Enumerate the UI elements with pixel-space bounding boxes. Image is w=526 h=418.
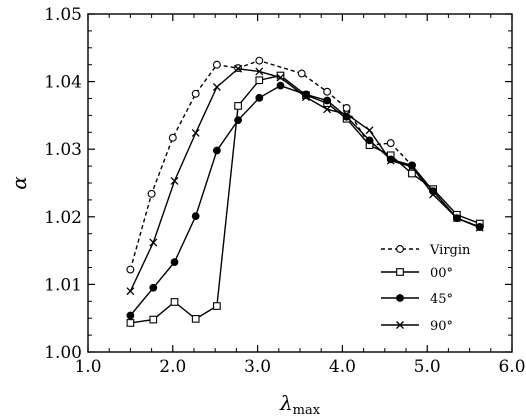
x-axis-label: λmax <box>279 391 321 418</box>
legend-label: 00° <box>430 266 453 281</box>
data-point <box>191 89 200 98</box>
data-point <box>323 96 332 105</box>
data-point <box>323 87 332 96</box>
y-tick-label: 1.02 <box>44 208 82 228</box>
data-point <box>255 56 264 65</box>
series-line <box>129 59 481 270</box>
x-tick-label: 6.0 <box>498 357 525 377</box>
data-point <box>255 76 264 85</box>
data-point <box>386 139 395 148</box>
x-tick-label: 1.0 <box>74 357 101 377</box>
data-point <box>323 105 332 114</box>
series-line <box>129 68 481 292</box>
data-point <box>475 223 484 232</box>
data-point <box>342 104 351 112</box>
x-axis-label-sub: max <box>293 403 321 418</box>
data-point <box>365 136 374 145</box>
legend: Virgin 00° 45° 90° <box>381 243 471 334</box>
x-tick-label: 4.0 <box>329 357 356 377</box>
y-tick-label: 1.05 <box>44 5 82 25</box>
data-point <box>407 162 416 171</box>
data-point <box>126 265 135 274</box>
legend-label: 90° <box>430 319 453 334</box>
data-point <box>297 69 306 78</box>
data-point <box>408 169 416 178</box>
data-point <box>147 189 156 198</box>
data-point <box>213 302 221 310</box>
series-layer <box>126 56 484 327</box>
data-point <box>212 60 221 69</box>
y-axis-label: α <box>7 176 31 190</box>
legend-marker <box>396 268 404 276</box>
data-point <box>149 283 158 292</box>
series-0 <box>126 56 484 274</box>
series-1 <box>126 71 484 327</box>
data-point <box>234 116 242 125</box>
axis-ticks: 1.0 2.0 3.0 4.0 5.0 6.0 1.00 1.01 1.02 1.03 1.04 1.… <box>44 5 525 377</box>
data-point <box>212 83 221 91</box>
series-line <box>129 84 481 316</box>
y-tick-label: 1.01 <box>44 275 82 295</box>
data-point <box>255 93 264 102</box>
data-point <box>170 177 179 185</box>
data-point <box>386 156 395 165</box>
data-point <box>234 64 243 73</box>
data-point <box>170 298 179 306</box>
data-point <box>126 311 135 320</box>
data-point <box>168 133 177 142</box>
data-point <box>212 146 221 155</box>
data-point <box>276 73 285 82</box>
data-point <box>170 258 179 266</box>
legend-label: 45° <box>430 292 453 307</box>
legend-marker <box>396 245 404 253</box>
x-tick-label: 2.0 <box>159 357 186 377</box>
data-point <box>191 129 200 137</box>
data-point <box>255 67 264 76</box>
data-point <box>365 126 374 135</box>
data-point <box>126 287 135 296</box>
data-point <box>429 190 438 199</box>
series-line <box>130 74 481 324</box>
y-tick-label: 1.00 <box>44 343 82 363</box>
x-tick-label: 5.0 <box>414 357 441 377</box>
x-tick-label: 3.0 <box>244 357 271 377</box>
legend-label: Virgin <box>429 243 471 258</box>
series-3 <box>126 64 484 296</box>
data-point <box>191 212 200 221</box>
data-point <box>276 71 285 80</box>
data-point <box>149 238 158 247</box>
data-point <box>276 81 285 90</box>
y-tick-label: 1.04 <box>44 73 82 93</box>
y-tick-label: 1.03 <box>44 140 82 160</box>
series-2 <box>126 81 484 320</box>
data-point <box>234 102 242 110</box>
legend-marker <box>396 321 404 329</box>
data-point <box>191 315 200 323</box>
data-point <box>342 110 351 119</box>
data-point <box>452 214 461 223</box>
data-point <box>126 319 135 327</box>
data-point <box>149 315 158 324</box>
legend-marker <box>396 294 404 302</box>
data-point <box>301 93 310 102</box>
